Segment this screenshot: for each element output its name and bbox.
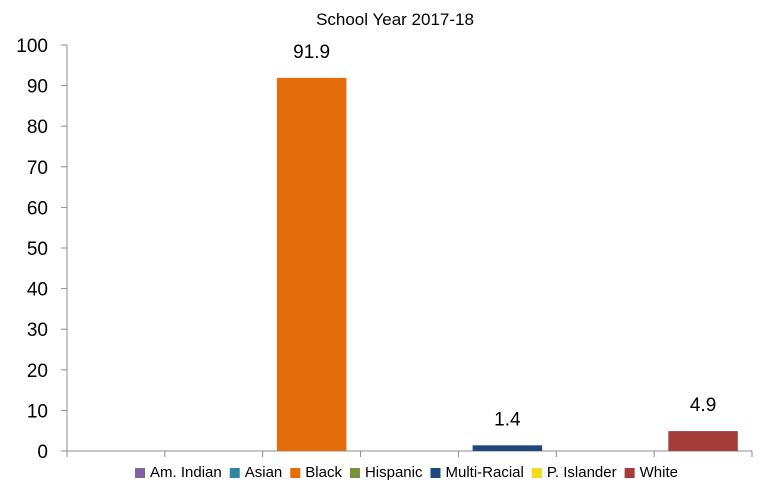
legend-label-white: White — [640, 464, 678, 481]
bar-black — [276, 77, 347, 452]
y-tick-label: 20 — [27, 361, 48, 382]
legend-label-asian: Asian — [245, 464, 283, 481]
y-tick-label: 40 — [27, 280, 48, 301]
legend-swatch-asian — [229, 468, 240, 478]
data-label: 4.9 — [690, 395, 716, 416]
legend-swatch-black — [290, 468, 301, 478]
data-labels-group: 91.9 1.4 4.9 — [293, 42, 716, 430]
legend-swatch-p-islander — [531, 468, 542, 478]
y-tick-label: 50 — [27, 239, 48, 260]
legend-swatch-hispanic — [349, 468, 360, 478]
y-tick-label: 100 — [16, 36, 48, 57]
bar-multi-racial — [472, 445, 543, 451]
y-tick-label: 80 — [27, 117, 48, 138]
legend-label-am-indian: Am. Indian — [150, 464, 222, 481]
data-label: 1.4 — [494, 409, 521, 430]
legend-label-black: Black — [305, 464, 342, 481]
legend-label-hispanic: Hispanic — [365, 464, 423, 481]
y-tick-label: 70 — [27, 158, 48, 179]
legend: Am. Indian Asian Black Hispanic Multi-Racial… — [135, 464, 678, 481]
data-label: 91.9 — [293, 42, 330, 63]
chart-subtitle: School Year 2017-18 — [316, 10, 474, 29]
legend-label-p-islander: P. Islander — [547, 464, 617, 481]
y-tick-label: 0 — [37, 442, 48, 463]
legend-swatch-multi-racial — [430, 468, 441, 478]
y-tick-label: 60 — [27, 198, 48, 219]
legend-swatch-white — [624, 468, 635, 478]
bar-white — [668, 431, 738, 451]
y-tick-label: 30 — [27, 320, 48, 341]
y-tick-label: 10 — [27, 401, 48, 422]
x-axis-ticks — [66, 451, 753, 457]
y-axis-ticks: 0 10 20 30 40 50 60 70 80 90 100 — [16, 36, 67, 463]
bars-group — [276, 77, 738, 452]
y-tick-label: 90 — [27, 77, 48, 98]
legend-swatch-am-indian — [135, 468, 146, 478]
legend-label-multi-racial: Multi-Racial — [445, 464, 523, 481]
